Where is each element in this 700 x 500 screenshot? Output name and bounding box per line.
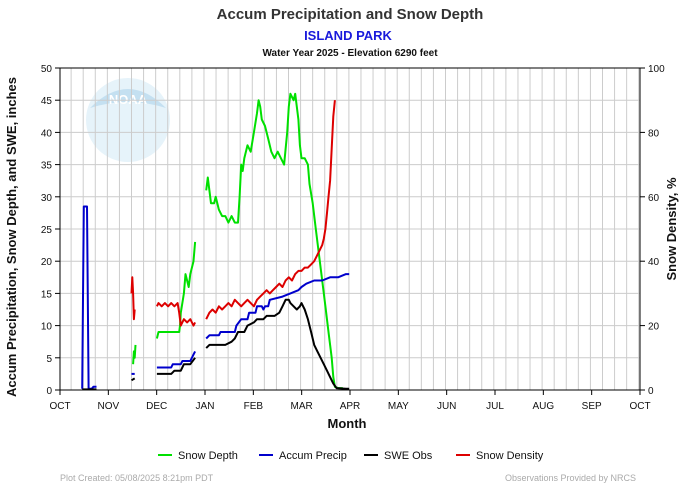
y-tick-label-right: 100 [648,64,665,75]
y-tick-label-left: 30 [41,193,53,204]
x-tick-label: MAY [388,401,409,412]
chart-subtitle: ISLAND PARK [304,28,392,43]
series-accum-precip-line [81,205,97,390]
y-tick-label-left: 40 [41,128,53,139]
y-axis-label-left: Accum Precipitation, Snow Depth, and SWE… [4,77,19,397]
x-tick-label: SEP [582,401,602,412]
series-snow-depth-line [132,344,137,365]
y-tick-label-left: 0 [46,386,52,397]
x-tick-label: MAR [291,401,313,412]
series-snow-density-line [205,100,336,320]
noaa-logo: NOAA [86,78,170,162]
series-lines [81,92,350,391]
y-tick-label-left: 5 [46,354,52,365]
y-tick-label-left: 25 [41,225,53,236]
series-swe-obs-line [156,357,196,375]
x-tick-label: APR [340,401,361,412]
axis-ticks: OCT NOV DEC JAN FEB MAR APR MAY JUN JUL AUG SEP OCT 0… [41,64,665,412]
x-tick-label: JAN [196,401,215,412]
series-accum-precip-line [205,273,350,340]
x-tick-label: DEC [146,401,167,412]
plot-created-note: Plot Created: 05/08/2025 8:21pm PDT [60,473,214,483]
y-tick-label-right: 20 [648,322,660,333]
y-tick-label-left: 35 [41,161,53,172]
y-tick-label-left: 15 [41,289,53,300]
y-tick-label-left: 20 [41,257,53,268]
x-tick-label: OCT [629,401,650,412]
x-tick-label: AUG [532,401,554,412]
legend-label-snow-density: Snow Density [476,450,544,462]
series-snow-depth-line [155,241,197,339]
legend-label-swe-obs: SWE Obs [384,450,433,462]
series-swe-obs-line [205,298,350,390]
chart-title: Accum Precipitation and Snow Depth [217,6,484,23]
y-tick-label-right: 60 [648,193,660,204]
x-tick-label: FEB [244,401,264,412]
series-snow-density-line [130,276,136,321]
y-tick-label-left: 50 [41,64,53,75]
series-swe-obs-line [130,377,136,382]
series-snow-density-line [156,302,196,327]
x-axis-label: Month [328,416,367,431]
x-tick-label: JUN [437,401,456,412]
series-snow-depth-line [205,92,343,390]
y-tick-label-left: 10 [41,322,53,333]
legend: Snow Depth Accum Precip SWE Obs Snow Densit… [158,450,544,462]
x-tick-label: JUL [486,401,504,412]
y-tick-label-right: 0 [648,386,654,397]
y-tick-label-right: 40 [648,257,660,268]
observations-credit: Observations Provided by NRCS [505,473,636,483]
x-tick-label: NOV [97,401,119,412]
legend-label-snow-depth: Snow Depth [178,450,238,462]
chart-subtitle-elevation: Water Year 2025 - Elevation 6290 feet [262,48,438,59]
series-accum-precip-line [156,350,196,369]
y-tick-label-right: 80 [648,128,660,139]
y-axis-label-right: Snow Density, % [664,177,679,280]
y-tick-label-left: 45 [41,96,53,107]
logo-text: NOAA [109,92,148,107]
x-tick-label: OCT [49,401,70,412]
legend-label-accum-precip: Accum Precip [279,450,347,462]
